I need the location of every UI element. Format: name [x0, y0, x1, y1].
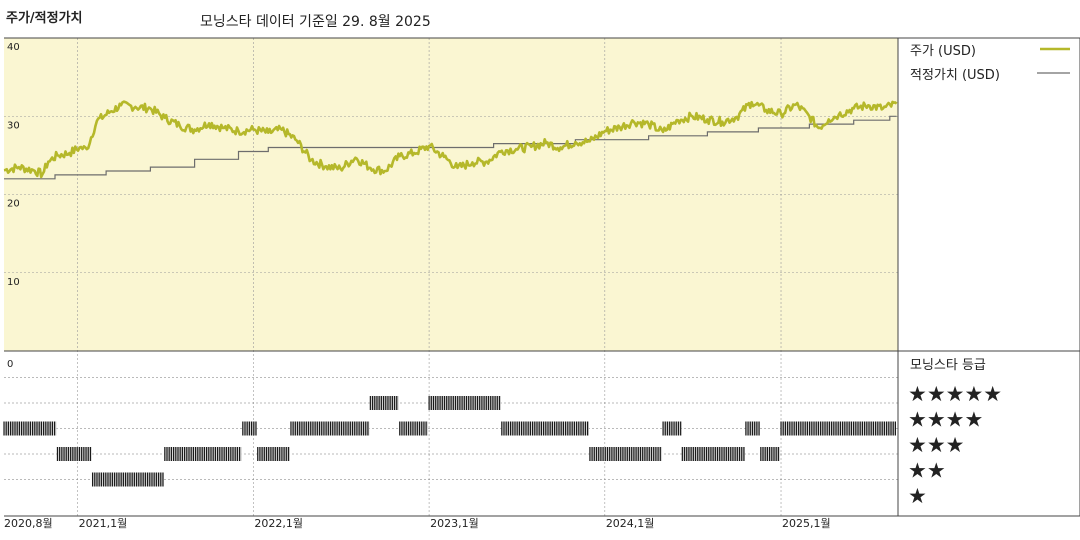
star-legend-row: ★★★★ [908, 408, 983, 432]
star-legend-row: ★★★ [908, 433, 964, 457]
rating-segment [662, 421, 682, 436]
y-tick-label: 20 [7, 199, 20, 210]
rating-segment [257, 447, 290, 461]
rating-segment [369, 396, 399, 410]
rating-segment [91, 472, 164, 487]
rating-segment [501, 421, 589, 436]
rating-bars [3, 396, 897, 487]
price-line [3, 100, 898, 179]
y-axis-ticks: 40 30 20 10 [7, 42, 20, 288]
star-legend-row: ★ [908, 484, 927, 508]
star-legend-row: ★★★★★ [908, 382, 1002, 406]
rating-segment [290, 421, 370, 436]
price-plot-area [4, 38, 898, 351]
star-legend: ★★★★★★★★★★★★★★★ [908, 382, 1002, 508]
rating-title: 모닝스타 등급 [910, 358, 986, 373]
y-tick-label: 30 [7, 120, 20, 131]
rating-segment [589, 447, 663, 461]
rating-segment [56, 447, 92, 461]
rating-segment [399, 421, 429, 436]
x-tick-label: 2021,1월 [79, 517, 128, 530]
legend-fair-label: 적정가치 (USD) [910, 68, 1000, 83]
rating-segment [780, 421, 897, 436]
x-axis-labels: 2020,8월 2021,1월 2022,1월 2023,1월 2024,1월 2025,… [4, 517, 831, 530]
chart-subtitle: 모닝스타 데이터 기준일 29. 8월 2025 [200, 14, 431, 30]
chart-title: 주가/적정가치 [6, 10, 83, 26]
rating-segment [164, 447, 242, 461]
rating-segment [3, 421, 57, 436]
y-tick-label: 40 [7, 42, 20, 53]
x-tick-label: 2023,1월 [430, 517, 479, 530]
star-legend-row: ★★ [908, 459, 946, 483]
y-tick-label: 10 [7, 277, 20, 288]
x-tick-label: 2020,8월 [4, 517, 53, 530]
x-tick-label: 2024,1월 [606, 517, 655, 530]
rating-grid-lines [4, 377, 898, 480]
x-tick-label: 2022,1월 [254, 517, 303, 530]
rating-segment [428, 396, 501, 410]
rating-axis-label: 0 [7, 359, 13, 370]
grid-lines [4, 38, 898, 516]
rating-segment [242, 421, 257, 436]
rating-segment [681, 447, 745, 461]
x-tick-label: 2025,1월 [782, 517, 831, 530]
rating-segment [760, 447, 781, 461]
legend-price-label: 주가 (USD) [910, 44, 976, 59]
rating-segment [745, 421, 760, 436]
